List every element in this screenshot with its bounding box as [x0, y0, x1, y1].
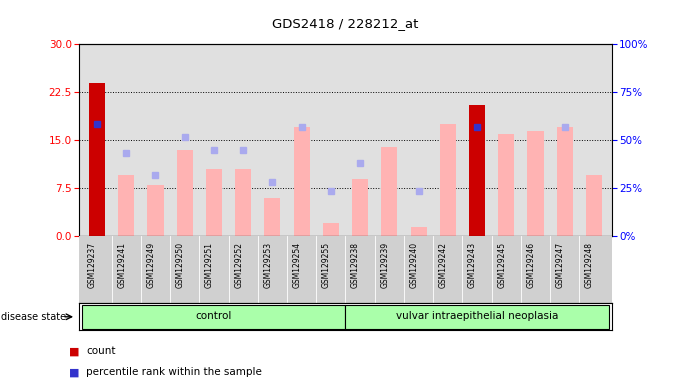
Text: disease state: disease state: [1, 312, 66, 322]
Bar: [469, 105, 485, 236]
Text: GSM129239: GSM129239: [380, 242, 389, 288]
Text: control: control: [196, 311, 232, 321]
Text: count: count: [86, 346, 116, 356]
Bar: [82, 305, 346, 329]
Bar: [527, 131, 544, 236]
Text: GSM129240: GSM129240: [410, 242, 419, 288]
Text: GDS2418 / 228212_at: GDS2418 / 228212_at: [272, 17, 419, 30]
Text: GSM129247: GSM129247: [556, 242, 565, 288]
Text: GSM129248: GSM129248: [585, 242, 594, 288]
Bar: [206, 169, 222, 236]
Bar: [352, 179, 368, 236]
Bar: [557, 127, 573, 236]
Text: GSM129243: GSM129243: [468, 242, 477, 288]
Text: percentile rank within the sample: percentile rank within the sample: [86, 367, 263, 377]
Bar: [586, 175, 602, 236]
Bar: [235, 169, 252, 236]
Bar: [147, 185, 164, 236]
Text: GSM129249: GSM129249: [146, 242, 155, 288]
Bar: [439, 124, 456, 236]
Bar: [410, 227, 426, 236]
Bar: [177, 150, 193, 236]
Bar: [294, 127, 310, 236]
Bar: [265, 198, 281, 236]
Text: GSM129250: GSM129250: [176, 242, 184, 288]
Text: GSM129253: GSM129253: [263, 242, 272, 288]
Text: GSM129241: GSM129241: [117, 242, 126, 288]
Bar: [346, 305, 609, 329]
Text: GSM129255: GSM129255: [322, 242, 331, 288]
Text: GSM129252: GSM129252: [234, 242, 243, 288]
Text: GSM129246: GSM129246: [527, 242, 536, 288]
Text: ■: ■: [69, 346, 79, 356]
Text: GSM129242: GSM129242: [439, 242, 448, 288]
Text: vulvar intraepithelial neoplasia: vulvar intraepithelial neoplasia: [396, 311, 558, 321]
Bar: [498, 134, 514, 236]
Text: GSM129238: GSM129238: [351, 242, 360, 288]
Text: GSM129254: GSM129254: [293, 242, 302, 288]
Bar: [381, 147, 397, 236]
Bar: [89, 83, 105, 236]
Text: ■: ■: [69, 367, 79, 377]
Bar: [118, 175, 134, 236]
Text: GSM129245: GSM129245: [498, 242, 507, 288]
Text: GSM129237: GSM129237: [88, 242, 97, 288]
Bar: [323, 223, 339, 236]
Text: GSM129251: GSM129251: [205, 242, 214, 288]
